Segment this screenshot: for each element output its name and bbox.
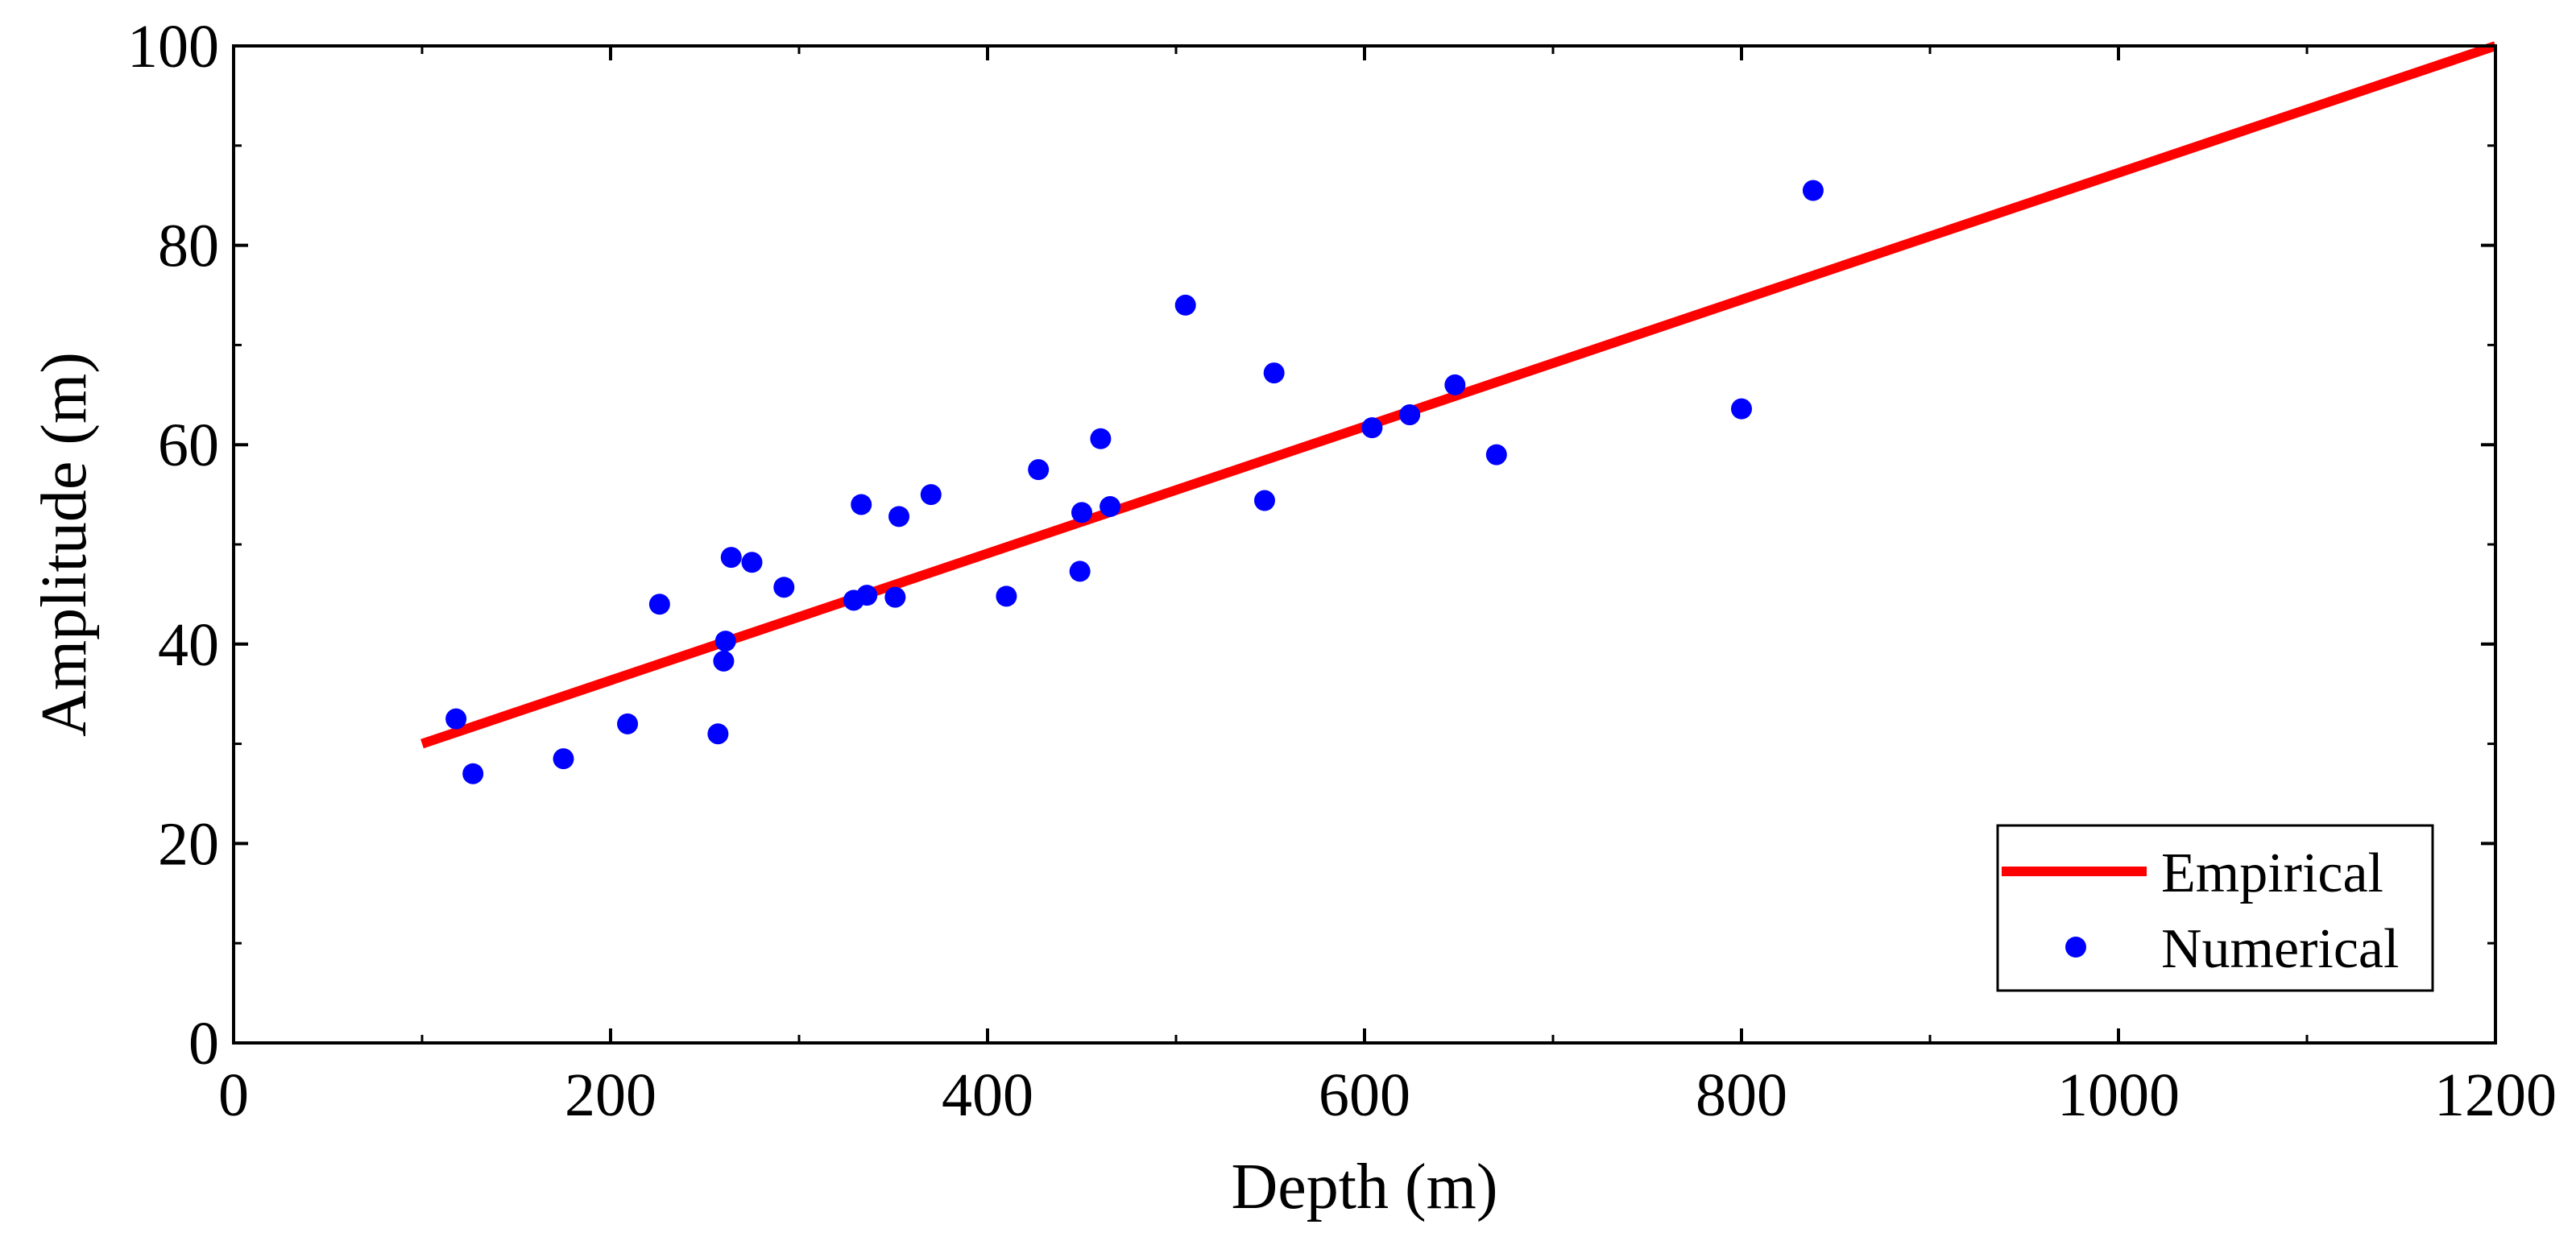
legend: Empirical Numerical <box>1996 824 2434 992</box>
numerical-data-point <box>707 723 729 745</box>
numerical-data-point <box>714 631 736 652</box>
legend-numerical-marker-sample <box>2065 937 2086 958</box>
x-tick-label: 200 <box>565 1061 656 1129</box>
numerical-data-point <box>884 586 906 608</box>
numerical-data-point <box>1028 459 1050 481</box>
legend-box <box>1996 824 2434 992</box>
numerical-data-point <box>553 748 574 770</box>
numerical-data-point <box>856 585 878 606</box>
numerical-data-point <box>1069 561 1091 582</box>
numerical-data-point <box>996 585 1017 607</box>
numerical-data-point <box>1485 444 1507 465</box>
numerical-data-point <box>1071 502 1092 523</box>
y-tick-label: 20 <box>158 810 219 878</box>
numerical-data-point <box>445 708 467 730</box>
x-tick-label: 0 <box>218 1061 249 1129</box>
y-tick-label: 40 <box>158 611 219 679</box>
numerical-data-point <box>1731 398 1752 420</box>
numerical-data-point <box>1090 428 1112 449</box>
x-axis-title: Depth (m) <box>1231 1152 1497 1223</box>
y-tick-label: 100 <box>127 13 219 81</box>
numerical-data-point <box>741 552 763 573</box>
y-axis-ticks: 0 20 40 60 80 100 <box>127 13 2495 1078</box>
empirical-fit-line <box>420 41 2497 749</box>
x-tick-label: 600 <box>1319 1061 1410 1129</box>
numerical-data-point <box>1263 362 1285 384</box>
legend-numerical-label: Numerical <box>2161 918 2399 980</box>
x-tick-label: 1000 <box>2057 1061 2180 1129</box>
numerical-data-point <box>1444 374 1466 395</box>
numerical-data-point <box>773 577 795 598</box>
numerical-data-point <box>1399 404 1421 426</box>
numerical-data-point <box>1100 495 1121 517</box>
x-tick-label: 1200 <box>2434 1061 2557 1129</box>
numerical-data-point <box>851 494 872 515</box>
numerical-data-point <box>720 547 742 569</box>
y-axis-title: Amplitude (m) <box>29 352 100 737</box>
x-tick-label: 400 <box>942 1061 1033 1129</box>
numerical-data-point <box>1361 417 1383 439</box>
y-tick-label: 0 <box>188 1010 219 1078</box>
legend-empirical-label: Empirical <box>2161 842 2383 904</box>
x-tick-label: 800 <box>1696 1061 1787 1129</box>
numerical-data-point <box>617 713 639 734</box>
numerical-data-point <box>1802 180 1824 201</box>
numerical-data-point <box>462 763 484 784</box>
plot-frame <box>232 44 2497 1045</box>
x-axis-ticks: 0 200 400 600 800 1000 1200 <box>218 46 2557 1129</box>
numerical-data-point <box>888 506 910 527</box>
plot-series <box>420 41 2497 784</box>
numerical-data-point <box>713 650 735 672</box>
numerical-data-point <box>1174 294 1196 316</box>
numerical-data-point <box>648 594 670 615</box>
numerical-data-point <box>1253 490 1275 511</box>
y-tick-label: 60 <box>158 412 219 479</box>
y-tick-label: 80 <box>158 213 219 280</box>
numerical-data-point <box>920 484 942 506</box>
